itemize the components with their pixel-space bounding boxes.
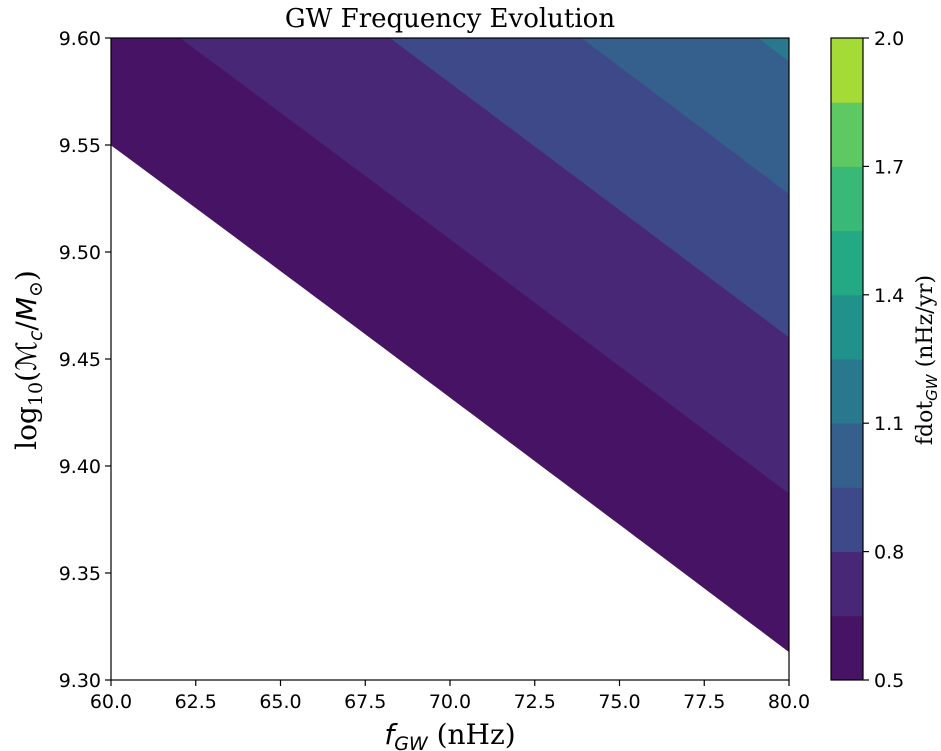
colorbar-axis: 0.5 0.8 1.1 1.4 1.7 2.0 bbox=[863, 28, 904, 692]
y-tick-label: 9.50 bbox=[59, 242, 101, 264]
colorbar-tick-label: 0.5 bbox=[874, 670, 904, 692]
colorbar-tick-label: 1.1 bbox=[874, 413, 904, 435]
colorbar-segment bbox=[831, 102, 863, 167]
x-tick-label: 67.5 bbox=[344, 691, 386, 713]
x-axis-label: fGW (nHz) bbox=[384, 718, 515, 751]
x-tick-label: 77.5 bbox=[683, 691, 725, 713]
x-axis: 60.0 62.5 65.0 67.5 70.0 72.5 75.0 77.5 80.0 bbox=[90, 680, 810, 713]
colorbar-tick-label: 2.0 bbox=[874, 28, 904, 50]
y-axis-label: log10(ℳc/M⊙) bbox=[10, 270, 47, 450]
x-tick-label: 80.0 bbox=[768, 691, 810, 713]
x-tick-label: 72.5 bbox=[514, 691, 556, 713]
colorbar-segment bbox=[831, 38, 863, 103]
colorbar-segment bbox=[831, 423, 863, 488]
colorbar-segment bbox=[831, 230, 863, 296]
contour-band bbox=[389, 38, 789, 338]
colorbar-segment bbox=[831, 615, 863, 681]
y-tick-label: 9.35 bbox=[59, 563, 101, 585]
x-tick-label: 60.0 bbox=[90, 691, 132, 713]
x-tick-label: 62.5 bbox=[175, 691, 217, 713]
contour-plot-area bbox=[111, 38, 789, 653]
colorbar-segment bbox=[831, 551, 863, 617]
y-tick-label: 9.55 bbox=[59, 135, 101, 157]
y-tick-label: 9.60 bbox=[59, 28, 101, 50]
colorbar-tick-label: 1.4 bbox=[874, 285, 904, 307]
colorbar-segment bbox=[831, 359, 863, 424]
colorbar-segment bbox=[831, 294, 863, 360]
contour-band bbox=[757, 38, 789, 62]
y-axis: 9.60 9.55 9.50 9.45 9.40 9.35 9.30 bbox=[59, 28, 111, 692]
contour-band bbox=[581, 38, 789, 195]
chart-title: GW Frequency Evolution bbox=[285, 4, 615, 34]
colorbar-label: fdotGW (nHz/yr) bbox=[913, 275, 941, 445]
y-tick-label: 9.30 bbox=[59, 670, 101, 692]
y-tick-label: 9.40 bbox=[59, 456, 101, 478]
colorbar-segment bbox=[831, 487, 863, 553]
y-tick-label: 9.45 bbox=[59, 349, 101, 371]
colorbar bbox=[830, 37, 864, 681]
colorbar-tick-label: 0.8 bbox=[874, 542, 904, 564]
contour-band bbox=[179, 38, 789, 494]
x-tick-label: 65.0 bbox=[259, 691, 301, 713]
x-tick-label: 70.0 bbox=[429, 691, 471, 713]
colorbar-frame bbox=[830, 37, 864, 681]
x-tick-label: 75.0 bbox=[598, 691, 640, 713]
colorbar-tick-label: 1.7 bbox=[874, 156, 904, 178]
colorbar-segment bbox=[831, 166, 863, 232]
